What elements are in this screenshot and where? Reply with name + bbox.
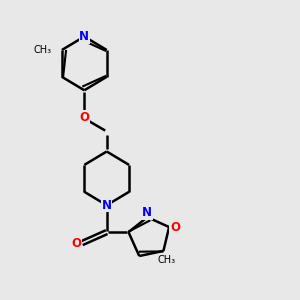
Text: CH₃: CH₃ <box>158 255 175 265</box>
Text: N: N <box>102 199 112 212</box>
Text: N: N <box>79 30 89 43</box>
Text: O: O <box>170 220 180 233</box>
Text: N: N <box>142 206 152 219</box>
Text: O: O <box>79 111 89 124</box>
Text: O: O <box>71 237 82 250</box>
Text: CH₃: CH₃ <box>33 45 52 55</box>
